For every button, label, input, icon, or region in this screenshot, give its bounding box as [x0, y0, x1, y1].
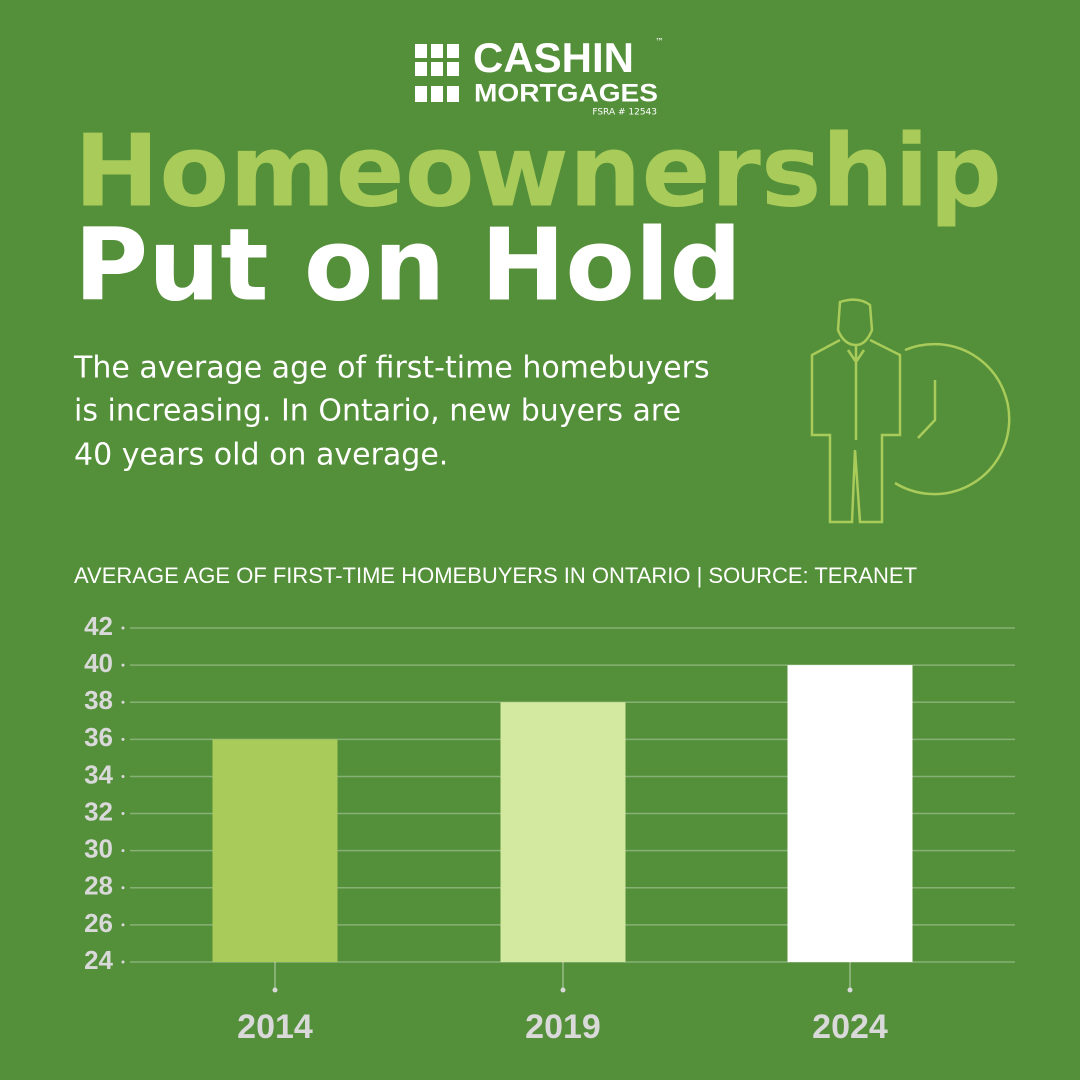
- y-tick-label: 36: [84, 722, 113, 752]
- tick-dot: [121, 663, 125, 667]
- body-text: is increasing. In Ontario, new buyers ar…: [74, 394, 681, 429]
- brand-trademark: ™: [655, 38, 664, 48]
- brand-name: CASHIN: [473, 34, 634, 81]
- tick-dot: [121, 774, 125, 778]
- brand-license: FSRA # 12543: [592, 108, 657, 118]
- y-tick-label: 32: [84, 796, 113, 826]
- y-tick-label: 38: [84, 685, 113, 715]
- headline: Put on Hold: [74, 206, 742, 323]
- body-text: The average age of first-time homebuyers: [73, 351, 710, 386]
- bar: [787, 665, 913, 962]
- person-clock-icon: [810, 298, 1011, 524]
- bar: [500, 702, 626, 962]
- tick-dot: [121, 849, 125, 853]
- headline: Homeownership: [74, 112, 1002, 229]
- tick-dot: [121, 960, 125, 964]
- brand-sub: MORTGAGES: [474, 80, 658, 108]
- tick-dot: [121, 737, 125, 741]
- x-tick-label: 2014: [237, 1008, 313, 1046]
- tick-dot: [121, 923, 125, 927]
- y-tick-label: 24: [84, 945, 113, 975]
- y-tick-label: 26: [84, 908, 113, 938]
- tick-dot: [121, 700, 125, 704]
- body-text: 40 years old on average.: [74, 438, 448, 473]
- y-tick-label: 40: [84, 648, 113, 678]
- category-dot: [272, 987, 278, 993]
- category-dot: [847, 987, 853, 993]
- tick-dot: [121, 626, 125, 630]
- y-tick-label: 42: [84, 611, 113, 641]
- tick-dot: [121, 886, 125, 890]
- x-tick-label: 2019: [525, 1008, 601, 1046]
- y-tick-label: 28: [84, 871, 113, 901]
- logo-mark: [415, 44, 459, 102]
- tick-dot: [121, 812, 125, 816]
- x-tick-label: 2024: [812, 1008, 888, 1046]
- category-dot: [560, 987, 566, 993]
- y-tick-label: 30: [84, 834, 113, 864]
- chart-title: AVERAGE AGE OF FIRST-TIME HOMEBUYERS IN …: [74, 563, 917, 588]
- bar: [212, 739, 338, 962]
- y-tick-label: 34: [84, 759, 113, 789]
